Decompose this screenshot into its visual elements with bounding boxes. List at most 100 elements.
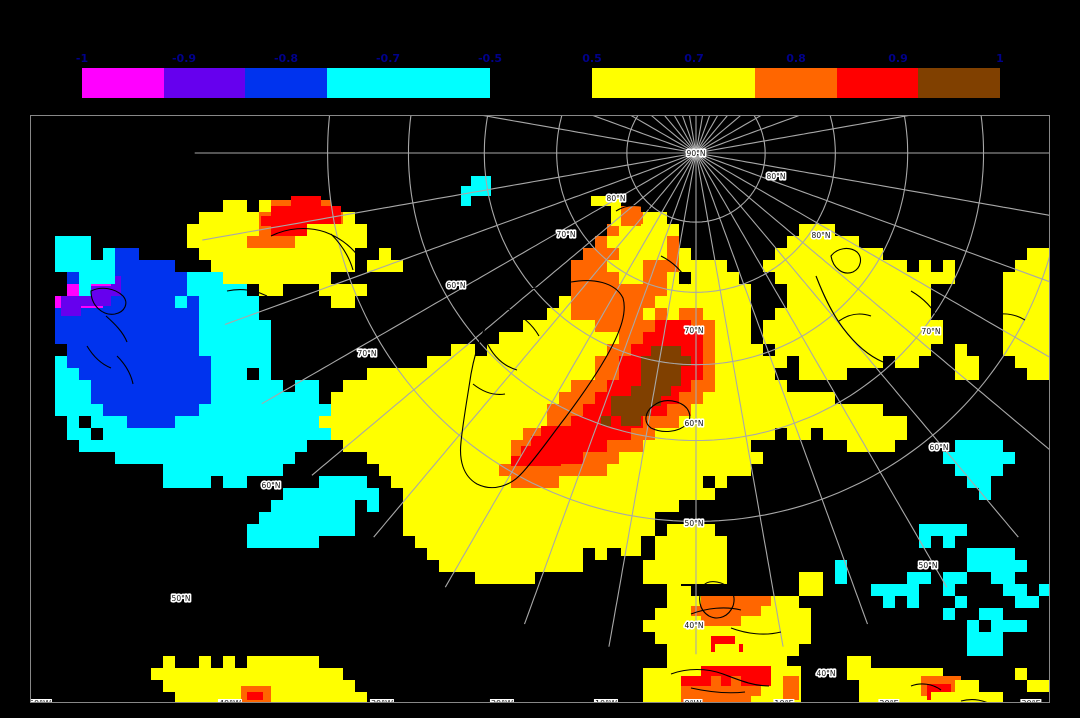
- cell-positive-yellow: [775, 308, 787, 320]
- cell-negative-cyan: [259, 464, 271, 476]
- cell-positive-red: [281, 216, 291, 226]
- cell-positive-yellow: [511, 404, 523, 416]
- cell-positive-red: [619, 380, 631, 392]
- cell-positive-red: [521, 456, 531, 466]
- cell-positive-yellow: [811, 308, 823, 320]
- coastline-scandinavia: [815, 275, 884, 363]
- cell-positive-yellow: [835, 344, 847, 356]
- cell-negative-cyan: [967, 548, 979, 560]
- cell-positive-yellow: [187, 236, 199, 248]
- cell-negative-violet: [71, 306, 81, 316]
- coastline-detail: [116, 355, 134, 385]
- cell-positive-yellow: [415, 428, 427, 440]
- cell-negative-blue: [127, 308, 139, 320]
- cell-positive-yellow: [523, 500, 535, 512]
- cell-positive-yellow: [667, 548, 679, 560]
- cell-positive-yellow: [907, 296, 919, 308]
- cell-positive-yellow: [739, 356, 751, 368]
- cell-positive-red: [751, 666, 761, 676]
- cell-positive-orange: [583, 284, 595, 296]
- cell-negative-violet: [91, 286, 101, 296]
- cell-positive-yellow: [271, 656, 283, 668]
- cell-positive-yellow: [439, 548, 451, 560]
- cell-negative-cyan: [295, 536, 307, 548]
- cell-positive-brown: [681, 356, 691, 366]
- cell-positive-yellow: [799, 428, 811, 440]
- cell-positive-yellow: [823, 428, 835, 440]
- cell-positive-yellow: [259, 248, 271, 260]
- negative-colorbar-tick-label: -0.5: [477, 52, 503, 65]
- cell-positive-yellow: [427, 464, 439, 476]
- cell-positive-yellow: [681, 586, 691, 596]
- longitude-label-bottom: 50°W: [31, 699, 53, 702]
- cell-positive-yellow: [487, 464, 499, 476]
- cell-positive-yellow: [595, 344, 607, 356]
- cell-positive-yellow: [403, 464, 415, 476]
- cell-positive-orange: [607, 284, 619, 296]
- polar-stereographic-map[interactable]: 80°N 80°N 80°N 70°N 70°N 70°N 70°N 60°N 60°N 60°N…: [30, 115, 1050, 703]
- cell-positive-yellow: [491, 536, 501, 546]
- cell-positive-brown: [661, 346, 671, 356]
- cell-positive-yellow: [355, 392, 367, 404]
- cell-positive-orange: [731, 596, 741, 606]
- cell-positive-yellow: [955, 692, 967, 702]
- cell-positive-yellow: [787, 632, 799, 644]
- cell-positive-yellow: [427, 356, 439, 368]
- cell-positive-yellow: [787, 428, 799, 440]
- cell-negative-cyan: [461, 186, 471, 206]
- cell-positive-yellow: [871, 248, 883, 260]
- cell-positive-yellow: [547, 560, 559, 572]
- cell-positive-red: [511, 456, 521, 466]
- cell-positive-yellow: [379, 404, 391, 416]
- cell-negative-cyan: [271, 512, 283, 524]
- cell-negative-cyan: [211, 272, 223, 284]
- cell-positive-yellow: [415, 380, 427, 392]
- cell-negative-cyan: [979, 440, 991, 452]
- cell-positive-yellow: [727, 332, 739, 344]
- cell-positive-orange: [721, 596, 731, 606]
- cell-positive-red: [571, 452, 583, 464]
- graticule-label: 60°N: [685, 419, 704, 428]
- cell-positive-yellow: [679, 248, 691, 260]
- cell-positive-yellow: [823, 260, 835, 272]
- cell-positive-orange: [283, 236, 295, 248]
- cell-negative-cyan: [91, 440, 103, 452]
- cell-positive-yellow: [475, 536, 487, 548]
- cell-positive-orange: [523, 476, 535, 488]
- cell-negative-blue: [199, 392, 211, 404]
- cell-negative-cyan: [115, 416, 127, 428]
- cell-positive-orange: [691, 392, 703, 404]
- cell-positive-orange: [535, 476, 547, 488]
- cell-negative-cyan: [79, 236, 91, 248]
- cell-positive-orange: [655, 284, 667, 296]
- cell-positive-yellow: [823, 236, 835, 248]
- cell-positive-orange: [607, 272, 619, 284]
- cell-negative-cyan: [211, 452, 223, 464]
- cell-positive-yellow: [763, 620, 775, 632]
- cell-positive-yellow: [799, 296, 811, 308]
- cell-negative-blue: [163, 368, 175, 380]
- cell-negative-blue: [127, 344, 139, 356]
- cell-negative-blue: [187, 356, 199, 368]
- cell-positive-yellow: [631, 524, 643, 536]
- cell-positive-orange: [271, 236, 283, 248]
- cell-positive-yellow: [631, 488, 643, 500]
- cell-negative-cyan: [187, 476, 199, 488]
- cell-negative-blue: [163, 380, 175, 392]
- cell-positive-red: [581, 426, 591, 436]
- cell-negative-violet: [91, 296, 101, 306]
- cell-negative-cyan: [223, 452, 235, 464]
- cell-positive-yellow: [859, 284, 871, 296]
- cell-negative-cyan: [271, 416, 283, 428]
- cell-positive-orange: [619, 284, 631, 296]
- cell-positive-yellow: [823, 356, 835, 368]
- cell-positive-yellow: [199, 680, 211, 692]
- cell-positive-yellow: [391, 476, 403, 488]
- cell-positive-orange: [791, 676, 799, 684]
- cell-positive-orange: [595, 308, 607, 320]
- cell-positive-yellow: [247, 212, 259, 224]
- cell-positive-yellow: [175, 692, 187, 702]
- cell-positive-red: [331, 216, 341, 226]
- cell-negative-cyan: [331, 512, 343, 524]
- cell-positive-yellow: [379, 248, 391, 260]
